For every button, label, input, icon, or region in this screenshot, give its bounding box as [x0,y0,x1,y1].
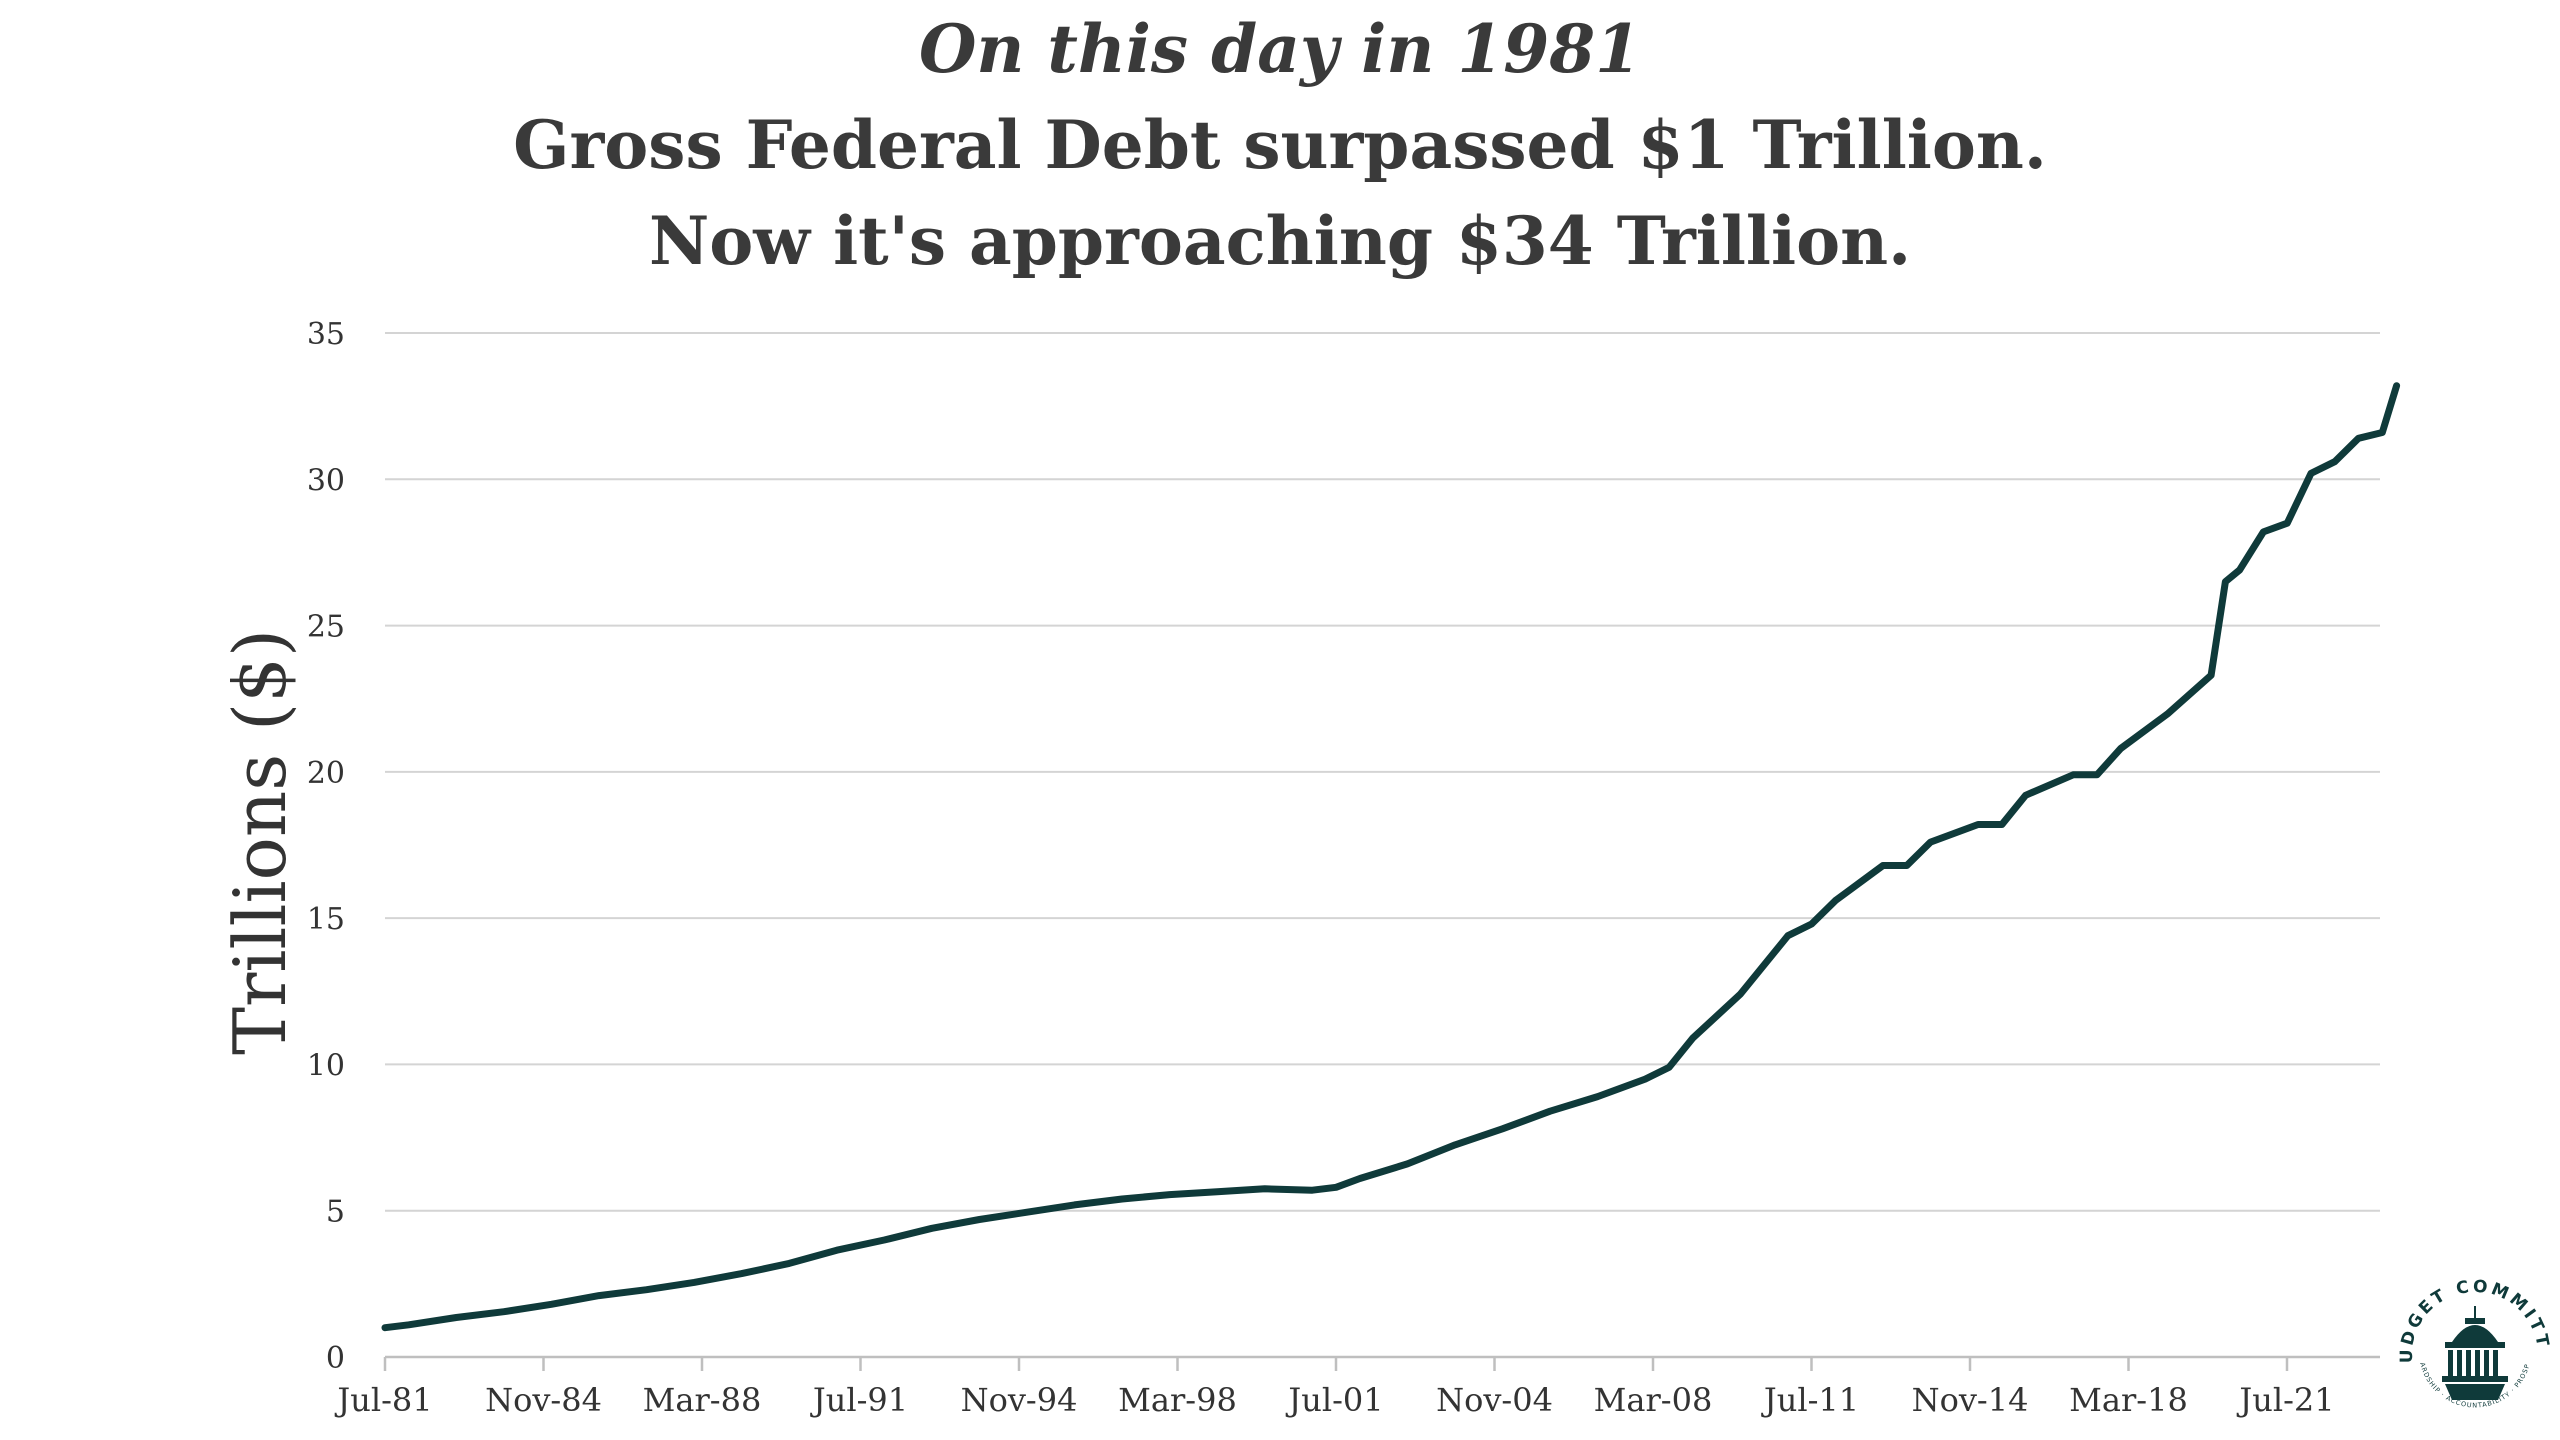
x-tick-label: Mar-98 [1118,1381,1237,1419]
x-tick-label: Mar-18 [2069,1381,2188,1419]
title-line-2: Gross Federal Debt surpassed $1 Trillion… [513,106,2047,184]
y-tick-label: 30 [307,463,345,498]
capitol-dome-icon [2442,1306,2508,1400]
logo-text: BUDGET COMMITTEE [2390,1270,2553,1363]
x-tick-label: Nov-04 [1436,1381,1553,1419]
y-tick-label: 10 [307,1048,345,1083]
title-line-1: On this day in 1981 [918,10,1642,88]
y-tick-label: 35 [307,317,345,352]
budget-committee-logo: BUDGET COMMITTEE STEWARDSHIP · ACCOUNTAB… [2390,1270,2553,1410]
x-tick-label: Jul-81 [334,1381,432,1419]
x-tick-label: Nov-84 [485,1381,602,1419]
series-layer [381,382,2401,1332]
y-tick-label: 0 [326,1341,345,1376]
y-tick-label: 15 [307,902,345,937]
x-tick-label: Nov-14 [1912,1381,2029,1419]
gridlines [385,332,2380,1212]
x-tick-label: Mar-08 [1594,1381,1713,1419]
series-line-debt [381,382,2401,1332]
y-tick-label: 25 [307,610,345,645]
x-tick-label: Jul-11 [1761,1381,1859,1419]
x-axis: Jul-81 Nov-84 Mar-88 Jul-91 Nov-94 Mar-98 Jul-… [334,1355,2380,1419]
y-axis: 0 5 10 15 20 25 30 35 [307,317,345,1376]
title-line-3: Now it's approaching $34 Trillion. [648,202,1912,280]
y-tick-label: 5 [326,1195,345,1230]
y-tick-label: 20 [307,756,345,791]
x-tick-label: Jul-21 [2236,1381,2334,1419]
x-tick-label: Jul-91 [810,1381,908,1419]
x-tick-label: Mar-88 [643,1381,762,1419]
y-axis-label: Trillions ($) [218,629,302,1055]
x-tick-label: Jul-01 [1285,1381,1383,1419]
x-tick-label: Nov-94 [961,1381,1078,1419]
